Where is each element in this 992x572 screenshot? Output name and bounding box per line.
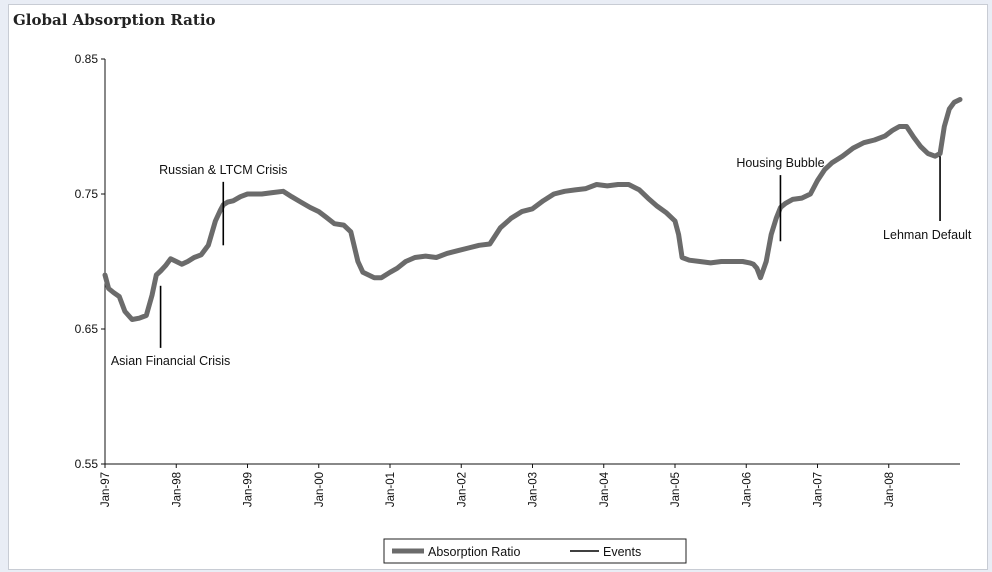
series-line-absorption-ratio (102, 97, 963, 322)
x-tick-label: Jan-03 (528, 472, 540, 507)
event-label: Housing Bubble (736, 156, 824, 170)
x-tick-label: Jan-98 (171, 472, 183, 507)
legend-label: Absorption Ratio (428, 545, 520, 559)
axes: 0.55 0.65 0.75 0.85 Jan-97 Jan-98 Jan-99 Jan-00… (75, 52, 960, 507)
event-label: Russian & LTCM Crisis (159, 163, 287, 177)
events-layer: Asian Financial Crisis Russian & LTCM Cri… (111, 156, 972, 368)
legend-label: Events (603, 545, 641, 559)
x-tick-label: Jan-99 (243, 472, 255, 507)
x-tick-label: Jan-01 (385, 472, 397, 507)
line-chart: 0.55 0.65 0.75 0.85 Jan-97 Jan-98 Jan-99 Jan-00… (75, 52, 972, 564)
x-tick-label: Jan-06 (741, 472, 753, 507)
legend-box (383, 538, 687, 564)
x-tick-label: Jan-08 (884, 472, 896, 507)
legend: Absorption Ratio Events (383, 538, 687, 564)
y-tick-label: 0.75 (75, 187, 99, 201)
event-label: Lehman Default (883, 228, 972, 242)
x-tick-label: Jan-97 (100, 472, 112, 507)
x-tick-label: Jan-04 (599, 471, 611, 507)
x-tick-label: Jan-00 (314, 472, 326, 507)
x-tick-label: Jan-05 (670, 472, 682, 507)
x-tick-label: Jan-02 (456, 472, 468, 507)
event-label: Asian Financial Crisis (111, 354, 230, 368)
y-tick-label: 0.55 (75, 457, 99, 471)
y-tick-label: 0.65 (75, 322, 99, 336)
y-tick-label: 0.85 (75, 52, 99, 66)
x-tick-label: Jan-07 (813, 472, 825, 507)
chart-panel: Global Absorption Ratio 0.55 0.65 0.75 0.85… (8, 4, 988, 570)
chart-title: Global Absorption Ratio (13, 11, 216, 29)
series-layer (102, 97, 963, 322)
